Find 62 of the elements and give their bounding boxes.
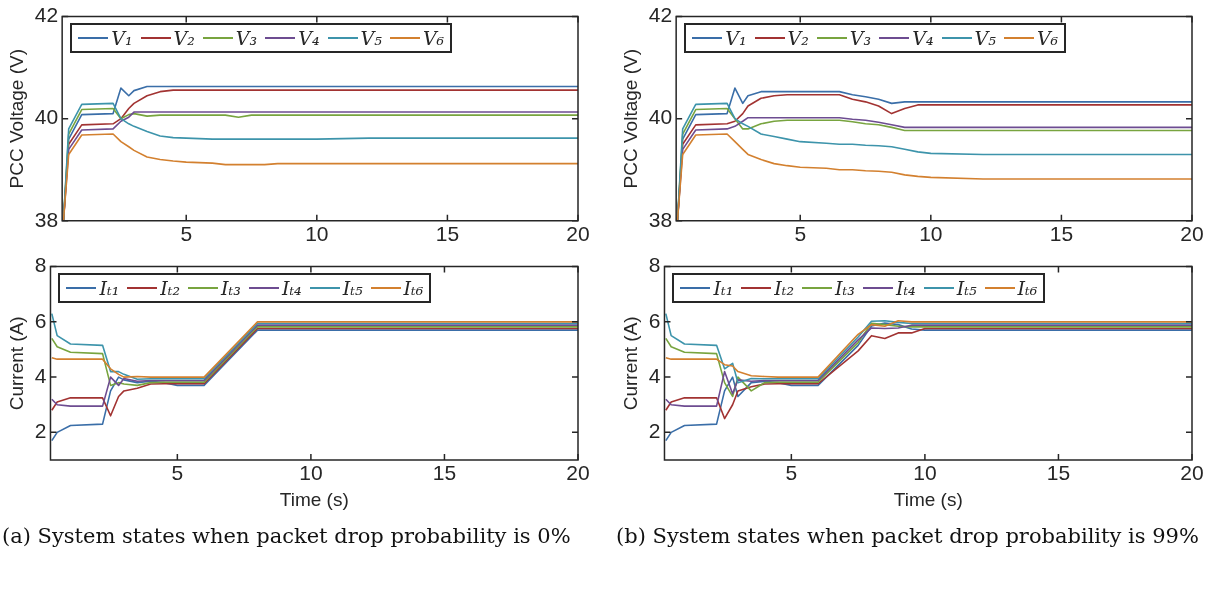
legend-label: Iₜ₅: [342, 276, 363, 299]
x-tick-label: 5: [180, 222, 193, 246]
legend-label: V₃: [235, 26, 258, 49]
legend-label: V₄: [298, 26, 320, 49]
legend-label: Iₜ₄: [895, 276, 916, 299]
x-tick-label: 20: [566, 222, 590, 246]
y-axis-title: Current (A): [5, 316, 27, 411]
legend-label: Iₜ₆: [403, 276, 424, 299]
x-tick-label: 15: [432, 461, 457, 485]
legend-label: Iₜ₄: [281, 276, 302, 299]
x-axis-title: Time (s): [893, 488, 963, 510]
y-tick-label: 40: [648, 105, 673, 129]
y-axis-title: Current (A): [619, 316, 641, 411]
legend-label: Iₜ₆: [1017, 276, 1038, 299]
y-axis-title: PCC Voltage (V): [619, 49, 641, 189]
y-axis-title: PCC Voltage (V): [5, 49, 27, 189]
y-tick-label: 2: [648, 419, 661, 443]
legend-label: V₅: [974, 26, 996, 49]
y-tick-label: 6: [648, 308, 661, 332]
x-tick-label: 20: [1180, 461, 1204, 485]
x-axis-title: Time (s): [279, 488, 349, 510]
text: (a) System states when packet drop probability is 0%: [1, 523, 572, 550]
legend-label: Iₜ₂: [160, 276, 181, 299]
y-tick-label: 4: [34, 363, 47, 387]
text: (b) System states when packet drop probability is 99%: [615, 523, 1200, 550]
y-tick-label: 38: [34, 207, 59, 231]
legend-label: V₂: [173, 26, 195, 49]
legend-label: Iₜ₃: [221, 276, 241, 299]
y-tick-label: 2: [34, 419, 47, 443]
legend-label: Iₜ₅: [956, 276, 977, 299]
legend-label: V₂: [787, 26, 809, 49]
x-tick-label: 10: [919, 222, 943, 246]
legend-label: V₁: [725, 26, 747, 49]
x-tick-label: 10: [913, 461, 937, 485]
x-tick-label: 20: [1180, 222, 1204, 246]
legend-label: V₁: [111, 26, 133, 49]
x-tick-label: 10: [299, 461, 323, 485]
y-tick-label: 42: [648, 3, 673, 27]
legend-label: V₆: [422, 26, 445, 49]
legend-label: Iₜ₂: [774, 276, 795, 299]
legend-label: V₅: [360, 26, 382, 49]
legend-label: V₄: [912, 26, 934, 49]
legend-label: V₃: [849, 26, 872, 49]
x-tick-label: 5: [785, 461, 798, 485]
x-tick-label: 5: [171, 461, 184, 485]
y-tick-label: 8: [34, 253, 47, 277]
y-tick-label: 8: [648, 253, 661, 277]
y-tick-label: 42: [34, 3, 59, 27]
y-tick-label: 6: [34, 308, 47, 332]
x-tick-label: 15: [1046, 461, 1071, 485]
x-tick-label: 10: [305, 222, 329, 246]
x-tick-label: 15: [435, 222, 460, 246]
y-tick-label: 40: [34, 105, 59, 129]
y-tick-label: 38: [648, 207, 673, 231]
y-tick-label: 4: [648, 363, 661, 387]
legend-label: Iₜ₁: [713, 276, 734, 299]
legend-label: Iₜ₃: [835, 276, 855, 299]
x-tick-label: 15: [1049, 222, 1074, 246]
legend-label: Iₜ₁: [99, 276, 120, 299]
legend-label: V₆: [1036, 26, 1059, 49]
x-tick-label: 20: [566, 461, 590, 485]
x-tick-label: 5: [794, 222, 807, 246]
